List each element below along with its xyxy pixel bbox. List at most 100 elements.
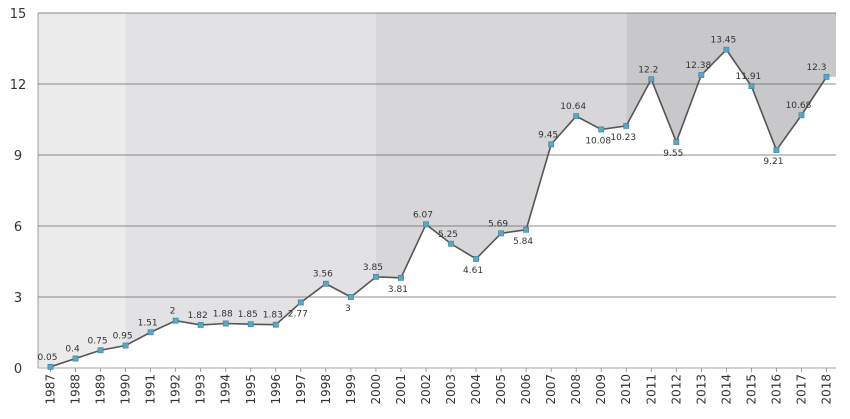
data-label: 2 <box>170 307 176 317</box>
x-tick-label: 1991 <box>144 374 158 405</box>
data-label: 2.77 <box>288 309 308 319</box>
y-tick-label: 9 <box>14 149 22 164</box>
x-tick-label: 2012 <box>669 374 683 405</box>
x-tick-label: 2016 <box>769 374 783 405</box>
data-label: 10.64 <box>560 102 586 112</box>
data-point <box>222 320 229 327</box>
data-label: 13.45 <box>710 36 736 46</box>
y-tick-label: 6 <box>14 220 22 235</box>
data-label: 3.85 <box>363 263 383 273</box>
x-tick-label: 1987 <box>44 374 58 405</box>
y-tick-label: 12 <box>10 78 27 93</box>
x-tick-label: 1990 <box>119 374 133 405</box>
x-tick-label: 1997 <box>294 374 308 405</box>
x-tick-label: 1996 <box>269 374 283 405</box>
data-point <box>398 274 404 281</box>
data-point <box>473 255 479 262</box>
data-label: 3.81 <box>388 285 408 295</box>
data-label: 5.84 <box>513 237 533 247</box>
data-point <box>823 74 830 80</box>
data-point <box>423 221 429 228</box>
x-tick-label: 2004 <box>469 374 483 405</box>
data-label: 5.25 <box>438 230 458 240</box>
data-point <box>748 83 755 90</box>
x-axis: 1987 1988 1989 1990 1991 1992 1993 1994 1995 1996… <box>38 367 836 405</box>
data-point <box>122 342 129 349</box>
data-label: 10.23 <box>610 133 636 143</box>
data-point <box>347 294 354 300</box>
period-band <box>38 13 126 367</box>
data-point <box>147 329 154 336</box>
data-point <box>272 321 279 328</box>
y-tick-label: 3 <box>14 291 22 306</box>
x-tick-label: 1999 <box>344 374 358 405</box>
x-tick-label: 2006 <box>519 374 533 405</box>
data-label: 0.75 <box>88 336 108 346</box>
data-label: 10.08 <box>585 136 611 146</box>
data-label: 1.88 <box>213 310 233 320</box>
data-point <box>97 347 104 354</box>
x-tick-label: 2009 <box>594 374 608 405</box>
data-point <box>673 139 680 145</box>
data-label: 3.56 <box>313 270 333 280</box>
y-axis: 0 3 6 9 12 15 <box>10 7 39 377</box>
x-tick-label: 1988 <box>69 374 83 405</box>
data-label: 11.91 <box>736 72 762 82</box>
data-point <box>297 299 304 306</box>
data-point <box>448 240 454 247</box>
x-tick-label: 2017 <box>794 374 808 405</box>
data-label: 4.61 <box>463 266 483 276</box>
data-label: 12.3 <box>806 63 826 73</box>
data-point <box>798 112 805 119</box>
data-label: 0.05 <box>37 353 57 363</box>
data-points <box>47 46 830 370</box>
data-point <box>498 230 504 237</box>
data-label: 12.2 <box>638 65 658 75</box>
data-label: 9.45 <box>538 130 558 140</box>
x-tick-label: 2008 <box>569 374 583 405</box>
data-point <box>322 280 329 287</box>
data-label: 12.38 <box>685 61 711 71</box>
x-tick-label: 2014 <box>719 374 733 405</box>
data-label: 3 <box>345 304 351 314</box>
data-point <box>648 76 655 83</box>
data-labels: 0.05 0.4 0.75 0.95 1.51 2 1.82 1.88 1.85 1.83 2.77… <box>37 36 826 363</box>
x-tick-label: 1993 <box>194 374 208 405</box>
data-point <box>698 72 705 78</box>
data-point <box>247 321 254 328</box>
x-tick-label: 2011 <box>644 374 658 405</box>
data-point <box>523 226 530 233</box>
x-tick-label: 2002 <box>419 374 433 405</box>
data-point <box>598 126 605 133</box>
data-point <box>773 147 780 153</box>
data-point <box>47 363 54 370</box>
x-tick-label: 2015 <box>744 374 758 405</box>
x-tick-label: 1994 <box>219 374 233 405</box>
x-tick-label: 1992 <box>169 374 183 405</box>
data-point <box>197 322 204 328</box>
series-line <box>50 48 828 368</box>
data-point <box>623 122 630 129</box>
x-tick-label: 2010 <box>619 374 633 405</box>
x-tick-label: 1989 <box>94 374 108 405</box>
data-point <box>723 46 730 53</box>
x-tick-label: 2000 <box>369 374 383 405</box>
data-label: 9.55 <box>663 149 683 159</box>
x-tick-label: 2018 <box>820 374 834 405</box>
x-tick-label: 2013 <box>694 374 708 405</box>
period-bands <box>38 13 836 367</box>
data-label: 6.07 <box>413 210 433 220</box>
grid-lines <box>38 12 836 298</box>
x-tick-label: 2003 <box>444 374 458 405</box>
x-tick-label: 2007 <box>544 374 558 405</box>
data-point <box>573 113 580 120</box>
data-label: 1.85 <box>238 310 258 320</box>
x-tick-label: 2005 <box>494 374 508 405</box>
data-label: 1.51 <box>138 318 158 328</box>
x-tick-label: 1998 <box>319 374 333 405</box>
data-label: 0.95 <box>113 332 133 342</box>
data-point <box>172 317 179 324</box>
data-label: 1.83 <box>263 311 283 321</box>
data-point <box>72 355 79 362</box>
